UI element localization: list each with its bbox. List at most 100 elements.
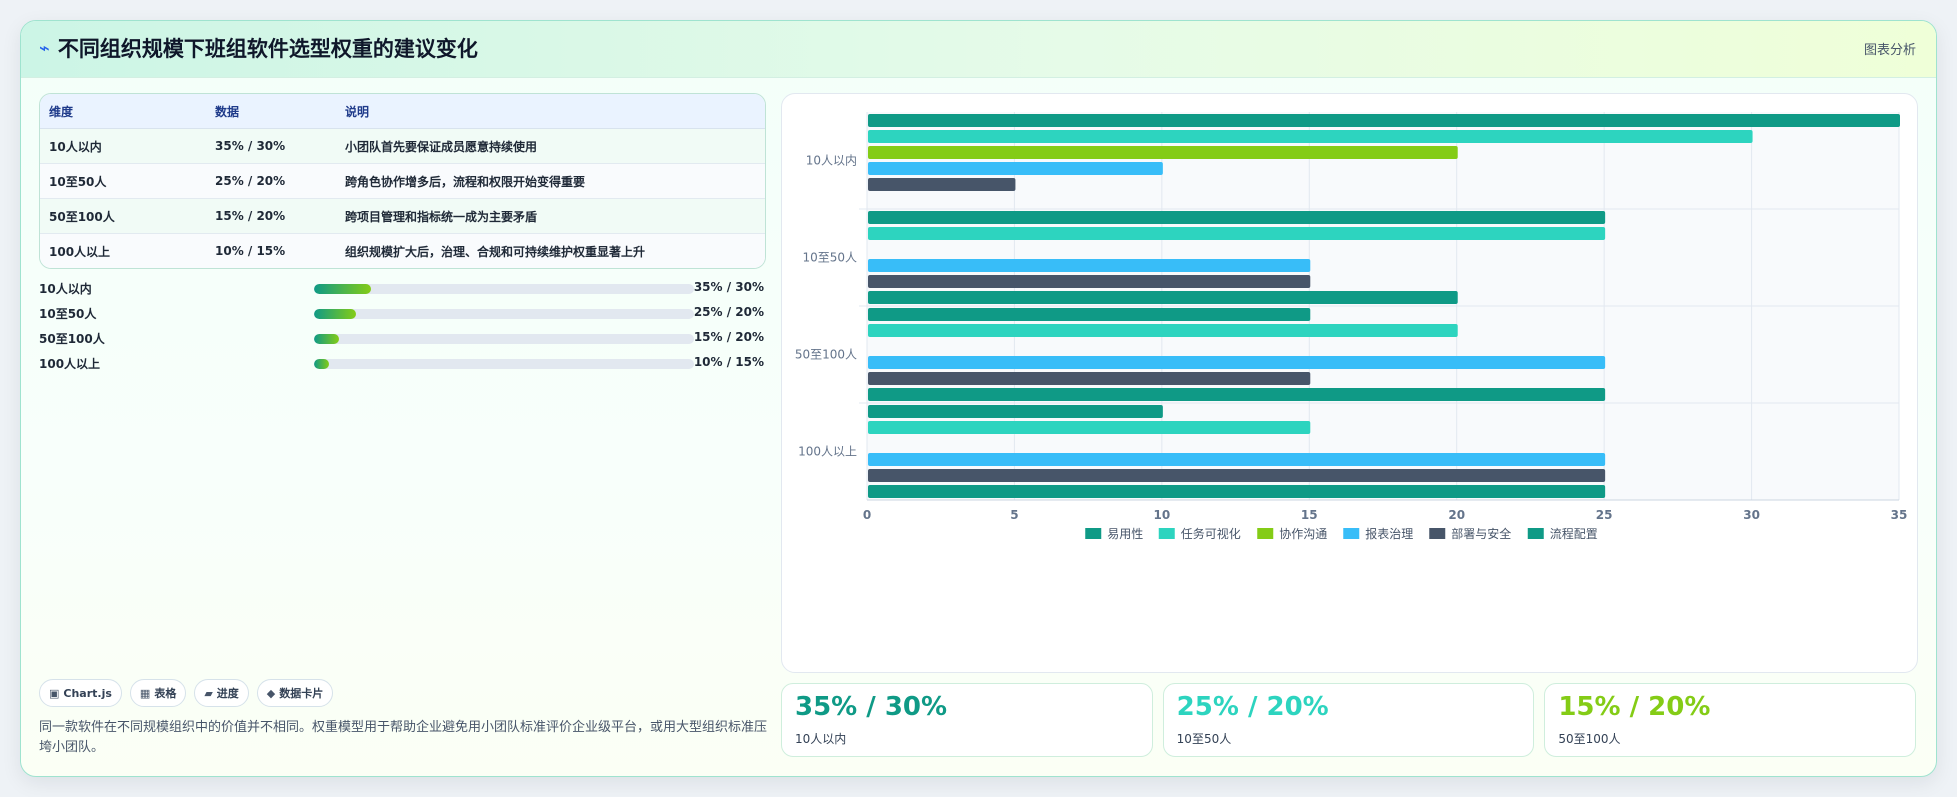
tag-list: ▣ Chart.js ▦ 表格 ▰ 进度 ◆ 数据卡片 — [39, 679, 334, 707]
progress-row: 10人以内 35% / 30% — [39, 278, 764, 303]
legend-label: 协作沟通 — [1279, 526, 1327, 541]
legend-swatch — [1257, 528, 1274, 539]
bolt-icon: ⌁ — [39, 37, 50, 59]
page-title: 不同组织规模下班组软件选型权重的建议变化 — [57, 37, 478, 61]
kpi-card: 25% / 20% 10至50人 — [1162, 683, 1535, 757]
tag-label: Chart.js — [63, 686, 112, 700]
kpi-cards: 35% / 30% 10人以内 25% / 20% 10至50人 15% / 2… — [781, 683, 1917, 757]
kpi-label: 50至100人 — [1558, 732, 1621, 746]
description-text: 同一款软件在不同规模组织中的价值并不相同。权重模型用于帮助企业避免用小团队标准评… — [39, 720, 768, 755]
data-table: 维度 数据 说明 10人以内 35% / 30% 小团队首先要保证成员愿意持续使… — [40, 94, 765, 268]
progress-label: 50至100人 — [39, 332, 105, 346]
y-category-label: 100人以上 — [798, 445, 857, 459]
progress-track — [314, 334, 694, 344]
bar — [868, 405, 1163, 418]
column-header: 数据 — [206, 94, 336, 129]
data-table-box: 维度 数据 说明 10人以内 35% / 30% 小团队首先要保证成员愿意持续使… — [39, 93, 766, 269]
bar — [868, 275, 1311, 288]
progress-fill — [314, 284, 371, 294]
progress-value: 15% / 20% — [693, 330, 764, 344]
bar — [868, 453, 1606, 466]
bar — [868, 291, 1458, 304]
table-row: 100人以上 10% / 15% 组织规模扩大后，治理、合规和可持续维护权重显著… — [40, 233, 765, 268]
bar — [868, 211, 1606, 224]
progress-track — [314, 309, 694, 319]
progress-track — [314, 359, 694, 369]
legend-label: 部署与安全 — [1451, 526, 1511, 541]
progress-track — [314, 284, 694, 294]
x-tick-label: 0 — [863, 508, 871, 522]
tag-table[interactable]: ▦ 表格 — [129, 679, 187, 707]
x-tick-label: 10 — [1154, 508, 1171, 522]
bar — [868, 227, 1606, 240]
kpi-label: 10至50人 — [1176, 732, 1232, 746]
bar — [868, 259, 1311, 272]
table-cell: 10人以内 — [40, 128, 206, 164]
progress-row: 100人以上 10% / 15% — [39, 353, 764, 378]
legend-label: 易用性 — [1107, 527, 1143, 541]
title-wrap: ⌁ 不同组织规模下班组软件选型权重的建议变化 — [39, 33, 478, 63]
progress-value: 10% / 15% — [693, 355, 764, 369]
column-header: 说明 — [336, 94, 765, 129]
tag-label: 数据卡片 — [279, 687, 324, 700]
table-row: 50至100人 15% / 20% 跨项目管理和指标统一成为主要矛盾 — [40, 198, 765, 234]
progress-label: 100人以上 — [39, 357, 101, 371]
progress-icon: ▰ — [204, 686, 213, 700]
table-cell: 100人以上 — [40, 233, 206, 268]
kpi-label: 10人以内 — [795, 732, 847, 746]
legend-swatch — [1085, 528, 1102, 539]
x-tick-label: 30 — [1743, 508, 1760, 522]
legend-swatch — [1527, 528, 1544, 539]
kpi-value: 15% / 20% — [1558, 692, 1711, 722]
bar — [868, 356, 1606, 369]
table-row: 10人以内 35% / 30% 小团队首先要保证成员愿意持续使用 — [40, 128, 765, 164]
x-tick-label: 5 — [1010, 508, 1018, 522]
table-cell: 10至50人 — [40, 163, 206, 199]
bar — [868, 421, 1311, 434]
y-category-label: 10人以内 — [806, 154, 857, 168]
legend-swatch — [1429, 528, 1446, 539]
kpi-card: 15% / 20% 50至100人 — [1544, 683, 1917, 757]
progress-row: 10至50人 25% / 20% — [39, 303, 764, 328]
chart-analysis-label: 图表分析 — [1863, 43, 1916, 58]
table-cell: 25% / 20% — [206, 163, 336, 199]
bar — [868, 130, 1753, 143]
table-header-row: 维度 数据 说明 — [40, 94, 765, 129]
progress-fill — [314, 309, 356, 319]
kpi-value: 35% / 30% — [795, 692, 948, 722]
progress-value: 25% / 20% — [693, 305, 764, 319]
table-cell: 跨角色协作增多后，流程和权限开始变得重要 — [336, 163, 765, 199]
bar — [868, 372, 1311, 385]
y-category-label: 10至50人 — [802, 251, 857, 265]
table-cell: 35% / 30% — [206, 128, 336, 164]
diamond-icon: ◆ — [266, 686, 276, 700]
bar — [868, 469, 1606, 482]
progress-fill — [314, 334, 339, 344]
bar — [868, 485, 1606, 498]
legend-label: 流程配置 — [1550, 526, 1598, 541]
progress-label: 10至50人 — [39, 307, 97, 321]
bar — [868, 146, 1458, 159]
kpi-card: 35% / 30% 10人以内 — [781, 683, 1153, 757]
bar — [868, 114, 1900, 127]
chart-icon: ▣ — [49, 686, 60, 700]
kpi-value: 25% / 20% — [1176, 692, 1329, 722]
progress-value: 35% / 30% — [693, 280, 764, 294]
tag-progress[interactable]: ▰ 进度 — [194, 679, 249, 707]
legend-label: 报表治理 — [1365, 526, 1413, 541]
bar — [868, 388, 1606, 401]
tag-chartjs[interactable]: ▣ Chart.js — [39, 679, 122, 707]
legend-swatch — [1158, 528, 1175, 539]
legend-label: 任务可视化 — [1181, 526, 1241, 541]
table-cell: 跨项目管理和指标统一成为主要矛盾 — [336, 198, 765, 234]
bar — [868, 324, 1458, 337]
table-row: 10至50人 25% / 20% 跨角色协作增多后，流程和权限开始变得重要 — [40, 163, 765, 199]
table-cell: 10% / 15% — [206, 233, 336, 268]
card-header: ⌁ 不同组织规模下班组软件选型权重的建议变化 图表分析 — [21, 21, 1936, 78]
tag-data-card[interactable]: ◆ 数据卡片 — [256, 679, 334, 707]
table-cell: 组织规模扩大后，治理、合规和可持续维护权重显著上升 — [336, 233, 765, 268]
x-tick-label: 20 — [1448, 508, 1465, 522]
chart-panel: 0 5 10 15 20 25 30 35 10人以内 10至50人 50至100人 100人以上 易用… — [781, 93, 1918, 673]
bar — [868, 308, 1311, 321]
column-header: 维度 — [40, 94, 206, 129]
